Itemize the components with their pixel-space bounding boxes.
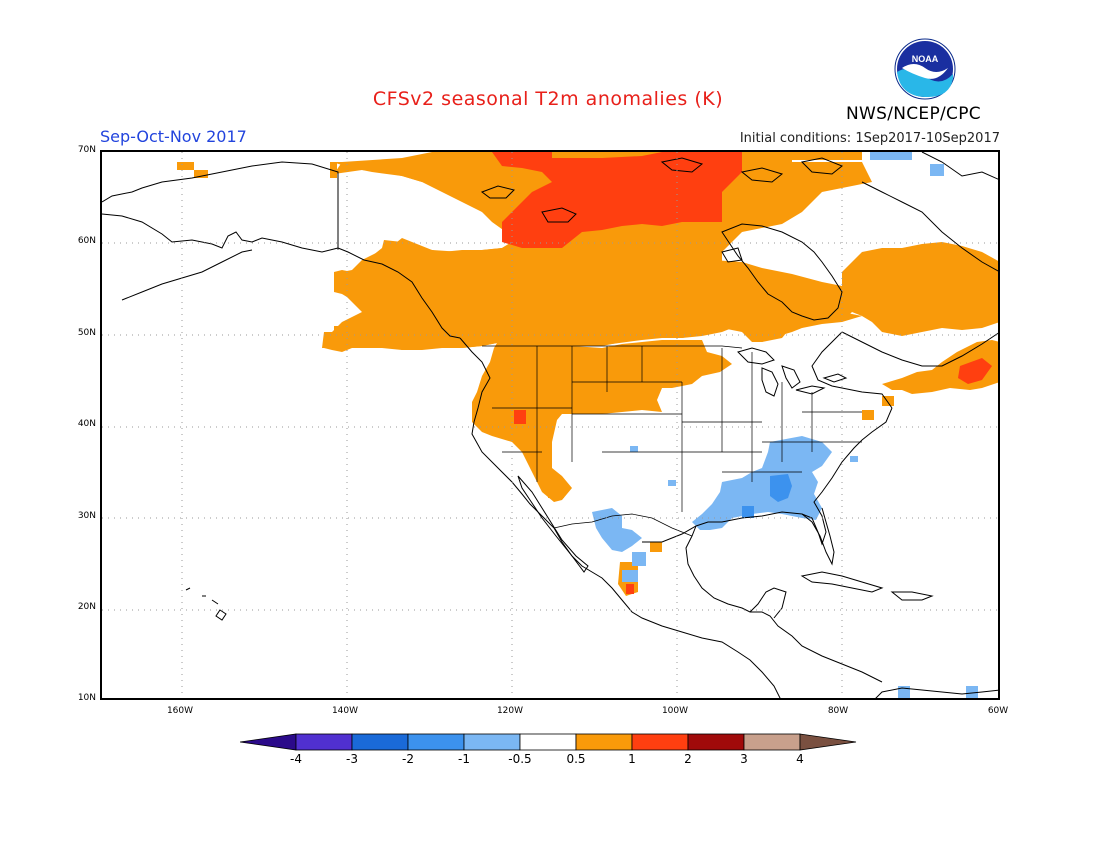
lon-label-140w: 140W (331, 706, 359, 716)
agency-label: NWS/NCEP/CPC (846, 104, 981, 124)
legend-label: 0.5 (566, 752, 586, 766)
map-title: CFSv2 seasonal T2m anomalies (K) (0, 88, 1100, 110)
legend-swatch (351, 733, 409, 751)
map-title-text: CFSv2 seasonal T2m anomalies (K) (372, 88, 724, 110)
lon-label-100w: 100W (661, 706, 689, 716)
initial-conditions-label: Initial conditions: 1Sep2017-10Sep2017 (739, 131, 1000, 146)
noaa-logo-text: NOAA (912, 54, 939, 64)
lat-label-50n: 50N (77, 328, 96, 338)
lat-label-20n: 20N (77, 602, 96, 612)
legend-swatch-arrow-low (240, 733, 297, 751)
hot-anomaly-maritimes (958, 358, 992, 384)
map-canvas (102, 152, 998, 698)
graticule (102, 152, 998, 698)
legend-swatch (687, 733, 745, 751)
cool-anomaly-mexico (592, 508, 646, 582)
hot-anomaly-great-basin (514, 410, 526, 424)
warm-anomaly-east-canada (842, 242, 998, 336)
lon-label-120w: 120W (496, 706, 524, 716)
legend-label: 4 (796, 752, 804, 766)
legend-swatch (407, 733, 465, 751)
legend-label: -1 (458, 752, 470, 766)
legend-swatch (463, 733, 521, 751)
hot-anomaly-north-canada (492, 152, 742, 248)
legend-label: -0.5 (508, 752, 532, 766)
warm-anomaly-mexico (548, 484, 662, 596)
legend-label: -2 (402, 752, 414, 766)
legend-swatch (295, 733, 353, 751)
lat-label-70n: 70N (77, 145, 96, 155)
lon-label-60w: 60W (987, 706, 1009, 716)
legend-swatch (743, 733, 801, 751)
legend-label: 3 (740, 752, 748, 766)
season-label: Sep-Oct-Nov 2017 (100, 127, 247, 146)
legend-swatch (519, 733, 577, 751)
anomaly-map (100, 150, 1000, 700)
lon-label-160w: 160W (166, 706, 194, 716)
legend-swatch-arrow-high (799, 733, 857, 751)
hot-anomaly-baja (626, 584, 634, 594)
color-legend (240, 733, 857, 751)
lat-label-30n: 30N (77, 511, 96, 521)
legend-swatch (575, 733, 633, 751)
cool-anomaly-southeast-core (742, 474, 792, 518)
legend-label: 2 (684, 752, 692, 766)
warm-anomaly-canada (332, 162, 872, 350)
warm-anomaly-midatlantic (862, 396, 894, 420)
legend-label: -3 (346, 752, 358, 766)
lat-label-60n: 60N (77, 236, 96, 246)
legend-swatches (240, 733, 857, 751)
warm-anomaly-alaska-north (177, 162, 337, 178)
legend-label: 1 (628, 752, 636, 766)
noaa-logo: NOAA (894, 38, 956, 100)
lat-label-10n: 10N (77, 693, 96, 703)
cool-anomaly-caribbean (898, 686, 978, 698)
cool-anomaly-southeast (692, 436, 832, 530)
lon-label-80w: 80W (827, 706, 849, 716)
political-borders (337, 172, 862, 537)
legend-swatch (631, 733, 689, 751)
lat-label-40n: 40N (77, 419, 96, 429)
cool-anomaly-arctic (870, 152, 944, 176)
legend-label: -4 (290, 752, 302, 766)
